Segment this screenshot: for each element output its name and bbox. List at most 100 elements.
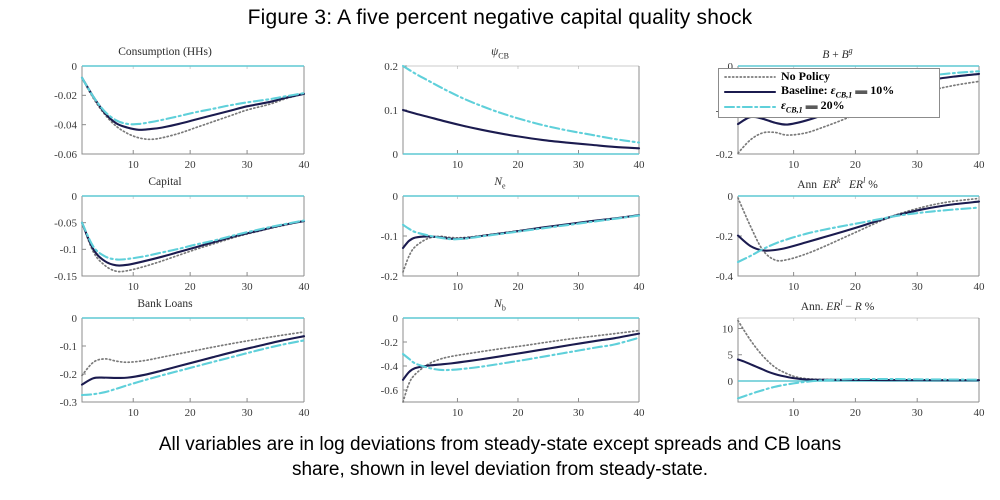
panel-title-b-plus-bg: B + Bg <box>822 46 853 61</box>
legend-swatch-eps20 <box>723 105 777 108</box>
legend: No Policy Baseline: εCB,1 ▬ 10% εCB,1 ▬ … <box>718 68 940 118</box>
panel-title-psi-cb: ψCB <box>491 46 509 61</box>
svg-text:30: 30 <box>573 281 585 293</box>
svg-text:10: 10 <box>452 407 464 419</box>
svg-text:-0.6: -0.6 <box>381 385 399 397</box>
svg-text:20: 20 <box>185 407 197 419</box>
svg-text:0: 0 <box>728 376 734 388</box>
svg-text:30: 30 <box>912 281 924 293</box>
svg-text:30: 30 <box>912 407 924 419</box>
svg-text:10: 10 <box>788 159 800 171</box>
svg-text:10: 10 <box>722 323 734 335</box>
svg-text:10: 10 <box>128 407 140 419</box>
legend-label-baseline: Baseline: εCB,1 ▬ 10% <box>781 83 895 100</box>
caption-line-1: All variables are in log deviations from… <box>158 434 842 455</box>
svg-text:-0.2: -0.2 <box>716 149 733 161</box>
svg-text:10: 10 <box>452 159 464 171</box>
svg-text:-0.05: -0.05 <box>54 217 77 229</box>
panel-ann-erk-erl: Ann ERk ERl % 0 -0.2 -0.4 10 20 30 40 <box>690 176 985 296</box>
svg-text:0: 0 <box>728 192 734 203</box>
svg-text:40: 40 <box>974 159 986 171</box>
legend-swatch-no-policy <box>724 75 776 78</box>
svg-text:10: 10 <box>452 281 464 293</box>
plot-psi-cb: 0 0.1 0.2 10 20 30 40 <box>384 62 645 171</box>
svg-text:0: 0 <box>72 314 78 325</box>
svg-text:-0.1: -0.1 <box>381 231 398 243</box>
svg-text:-0.2: -0.2 <box>60 369 77 381</box>
svg-text:0.2: 0.2 <box>384 62 398 73</box>
svg-text:40: 40 <box>634 281 646 293</box>
plot-ann-erl-minus-r: 10 5 0 10 20 30 40 <box>722 317 986 419</box>
panel-capital: Capital 0 -0.05 -0.1 -0.15 10 20 30 40 <box>20 176 310 296</box>
svg-text:10: 10 <box>128 159 140 171</box>
svg-text:-0.15: -0.15 <box>54 271 77 283</box>
plot-ann-erk-erl: 0 -0.2 -0.4 10 20 30 40 <box>716 192 985 293</box>
caption-line-2: share, shown in level deviation from ste… <box>291 459 709 480</box>
panel-title-ann-erk-erl: Ann ERk ERl % <box>797 176 878 191</box>
panel-psi-cb: ψCB 0 0.1 0.2 10 20 30 40 <box>355 46 645 174</box>
svg-text:-0.4: -0.4 <box>381 361 399 373</box>
svg-text:30: 30 <box>242 407 254 419</box>
panel-title-ann-erl-minus-r: Ann. ERl − R % <box>800 298 875 313</box>
svg-text:0: 0 <box>72 192 78 203</box>
svg-text:-0.04: -0.04 <box>54 119 77 131</box>
plot-nb: 0 -0.2 -0.4 -0.6 10 20 30 40 <box>381 314 646 419</box>
legend-item-no-policy[interactable]: No Policy <box>719 69 939 84</box>
svg-text:40: 40 <box>634 407 646 419</box>
svg-text:30: 30 <box>912 159 924 171</box>
svg-text:0: 0 <box>393 314 399 325</box>
figure-title: Figure 3: A five percent negative capita… <box>247 6 753 29</box>
panel-ann-erl-minus-r: Ann. ERl − R % 10 5 0 10 20 30 40 <box>690 298 985 424</box>
panel-ne: Ne 0 -0.1 -0.2 10 20 30 40 <box>355 176 645 296</box>
svg-text:-0.2: -0.2 <box>381 271 398 283</box>
svg-text:40: 40 <box>299 281 311 293</box>
panel-bank-loans: Bank Loans 0 -0.1 -0.2 -0.3 10 20 30 40 <box>20 298 310 424</box>
legend-item-baseline[interactable]: Baseline: εCB,1 ▬ 10% <box>719 83 939 100</box>
plot-bank-loans: 0 -0.1 -0.2 -0.3 10 20 30 40 <box>60 314 311 419</box>
svg-text:40: 40 <box>299 407 311 419</box>
panel-nb: Nb 0 -0.2 -0.4 -0.6 10 20 30 40 <box>355 298 645 424</box>
svg-text:20: 20 <box>850 281 862 293</box>
svg-text:-0.3: -0.3 <box>60 397 78 409</box>
svg-text:5: 5 <box>728 350 734 362</box>
plot-capital: 0 -0.05 -0.1 -0.15 10 20 30 40 <box>54 192 311 293</box>
plot-consumption-hhs: 0 -0.02 -0.04 -0.06 10 20 30 40 <box>54 62 311 171</box>
plot-ne: 0 -0.1 -0.2 10 20 30 40 <box>381 192 646 293</box>
svg-text:10: 10 <box>128 281 140 293</box>
panel-title-bank-loans: Bank Loans <box>137 298 193 310</box>
panel-title-consumption-hhs: Consumption (HHs) <box>118 46 212 58</box>
svg-text:-0.2: -0.2 <box>716 231 733 243</box>
svg-text:30: 30 <box>573 407 585 419</box>
svg-text:30: 30 <box>242 159 254 171</box>
svg-text:20: 20 <box>512 281 524 293</box>
svg-text:20: 20 <box>512 159 524 171</box>
svg-text:30: 30 <box>573 159 585 171</box>
panel-title-ne: Ne <box>494 176 506 191</box>
svg-text:10: 10 <box>788 281 800 293</box>
svg-text:0: 0 <box>72 62 78 73</box>
svg-text:20: 20 <box>185 159 197 171</box>
legend-label-eps20: εCB,1 ▬ 20% <box>781 98 845 115</box>
svg-text:-0.02: -0.02 <box>54 90 77 102</box>
svg-text:20: 20 <box>850 407 862 419</box>
legend-label-no-policy: No Policy <box>781 69 830 83</box>
svg-text:-0.06: -0.06 <box>54 149 77 161</box>
panel-title-capital: Capital <box>148 176 182 188</box>
svg-text:0: 0 <box>393 192 399 203</box>
figure-caption: All variables are in log deviations from… <box>10 432 990 482</box>
panel-title-nb: Nb <box>494 298 506 313</box>
svg-text:40: 40 <box>299 159 311 171</box>
svg-text:10: 10 <box>788 407 800 419</box>
svg-text:20: 20 <box>850 159 862 171</box>
svg-text:20: 20 <box>512 407 524 419</box>
svg-text:0.1: 0.1 <box>384 105 398 117</box>
svg-text:40: 40 <box>974 407 986 419</box>
svg-text:-0.1: -0.1 <box>60 244 77 256</box>
legend-swatch-baseline <box>723 90 777 93</box>
legend-item-eps20[interactable]: εCB,1 ▬ 20% <box>719 98 939 115</box>
panel-consumption-hhs: Consumption (HHs) 0 -0.02 -0.04 -0.06 10 20 30… <box>20 46 310 174</box>
svg-text:0: 0 <box>728 62 734 73</box>
svg-text:0: 0 <box>393 149 399 161</box>
svg-text:30: 30 <box>242 281 254 293</box>
